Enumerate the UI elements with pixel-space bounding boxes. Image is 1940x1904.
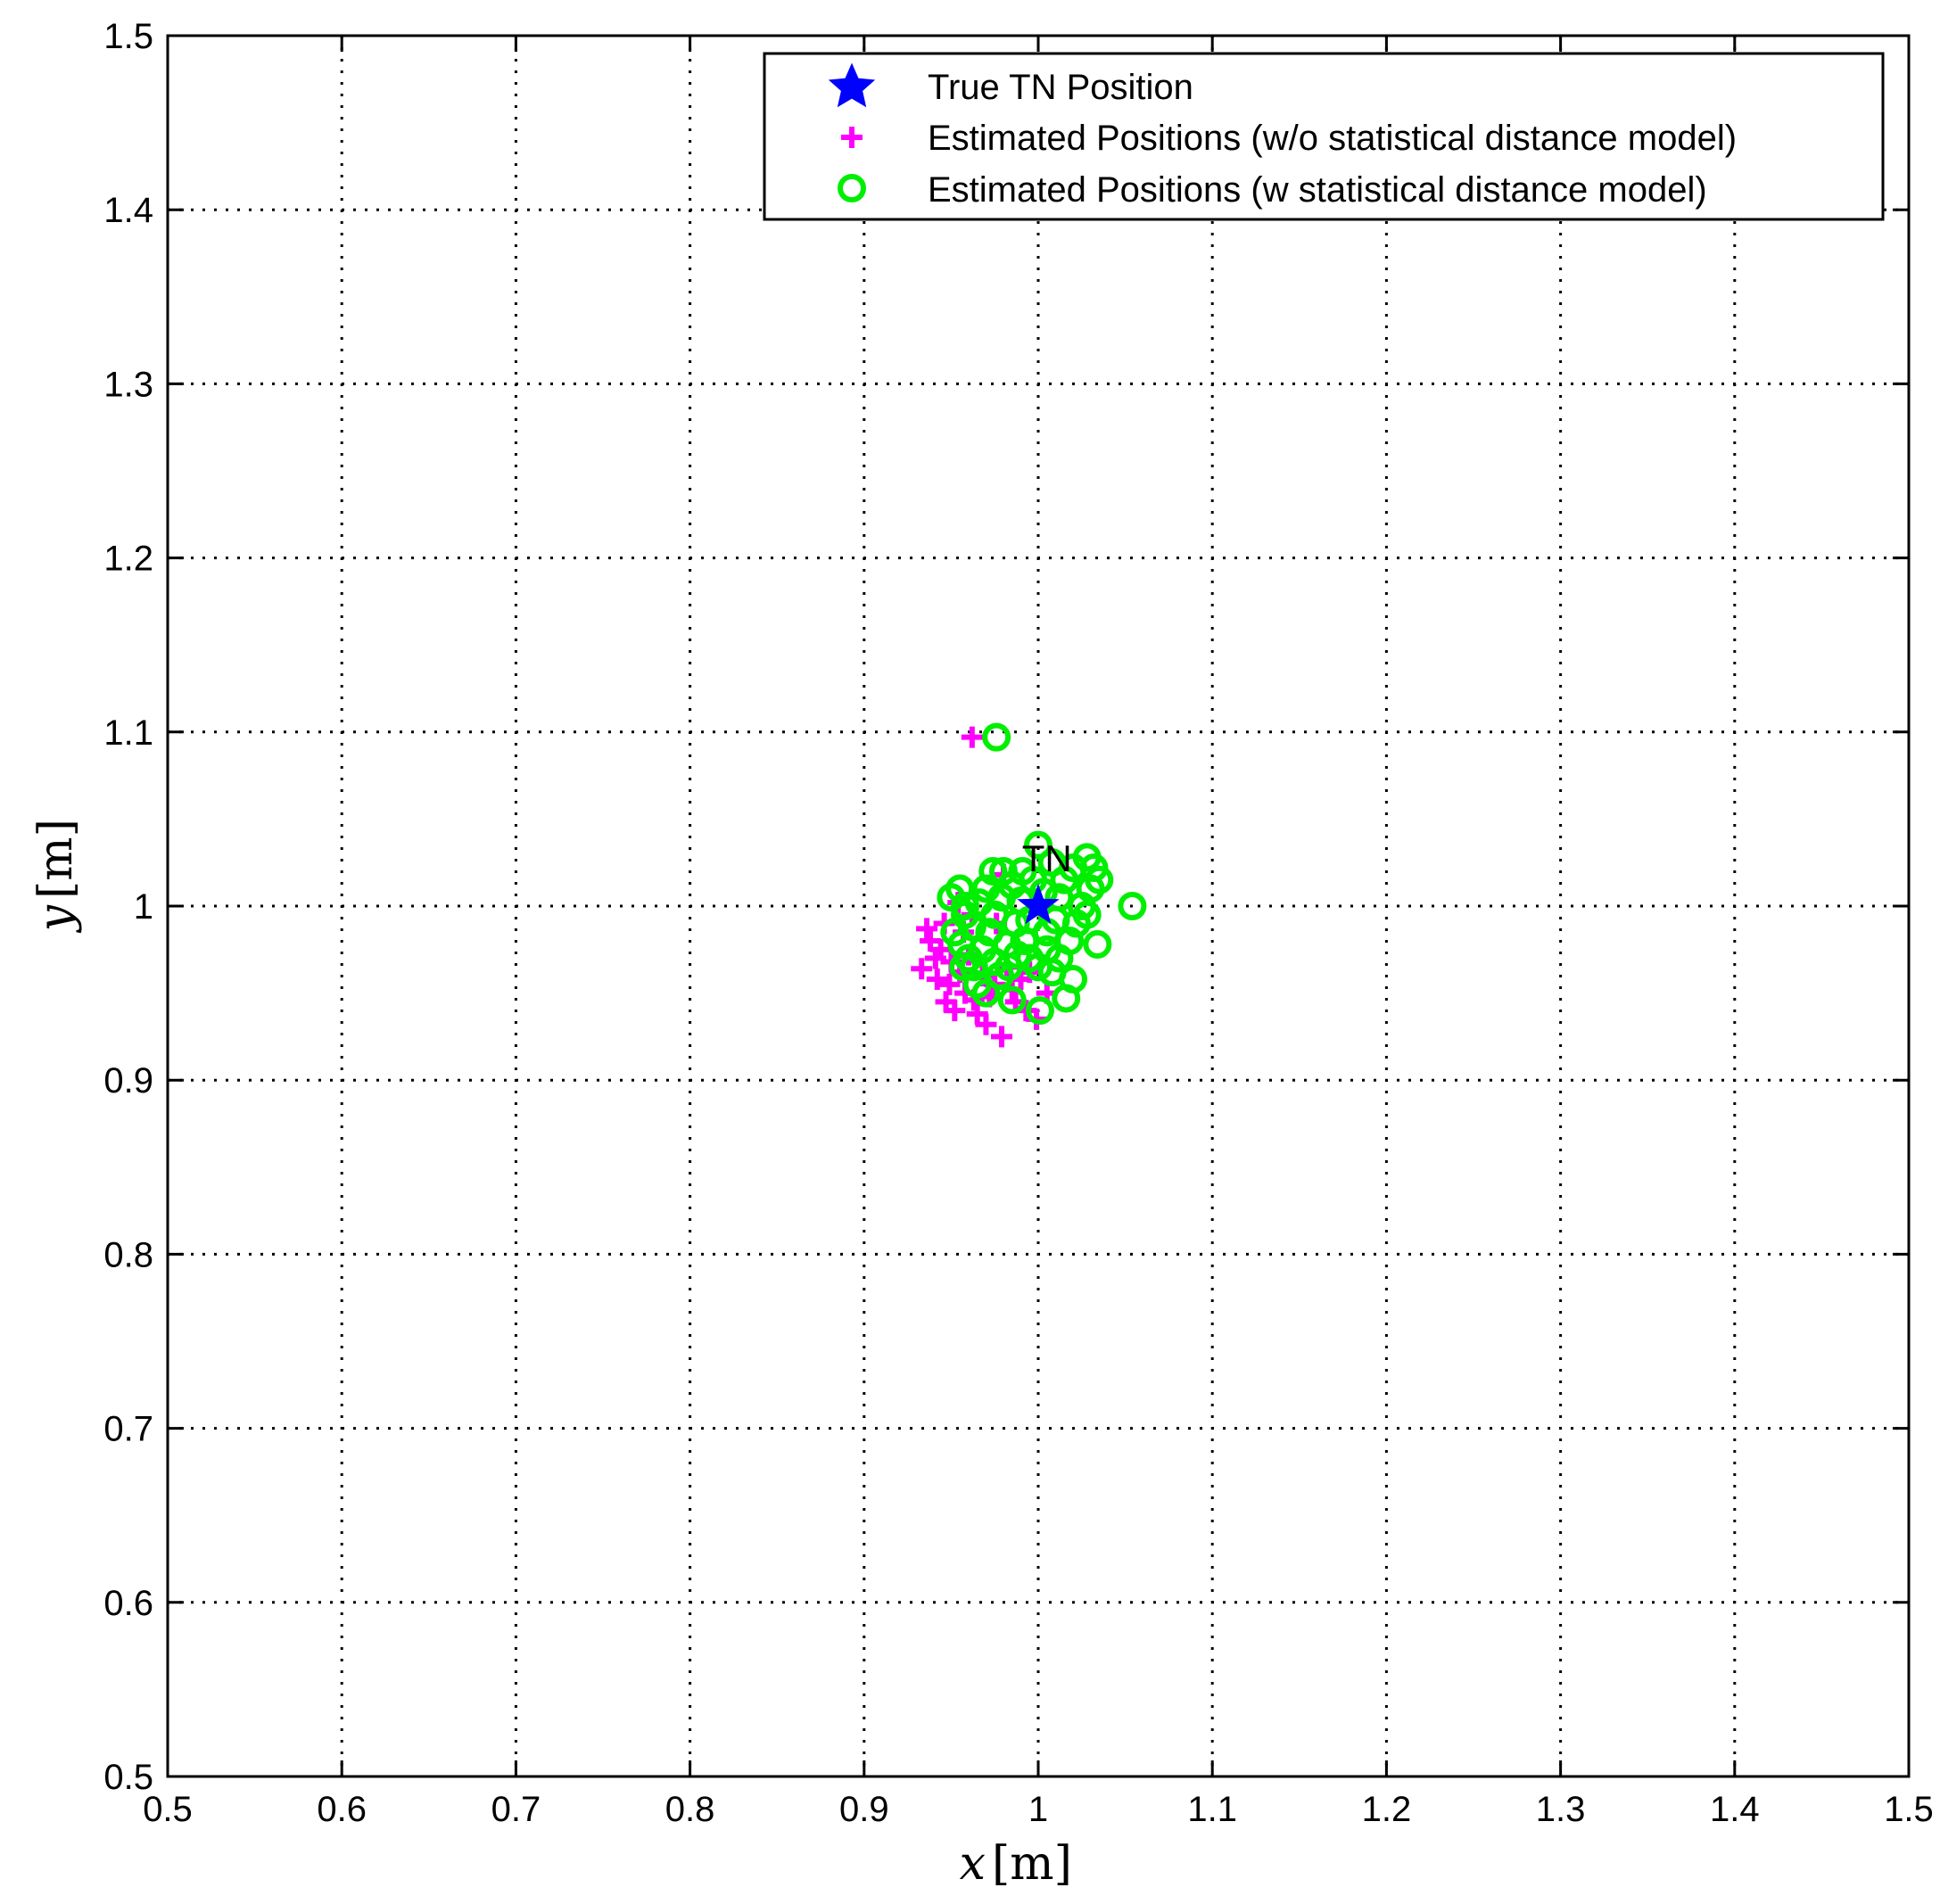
legend-label-estimated-w: Estimated Positions (w statistical dista… (928, 170, 1707, 210)
y-tick-label: 1.1 (103, 713, 153, 753)
circle-point (1024, 830, 1053, 860)
plus-point (991, 1026, 1013, 1048)
x-tick-label: 1.5 (1884, 1790, 1934, 1829)
y-axis-variable: y (29, 904, 83, 933)
y-tick-label: 1.5 (103, 17, 153, 56)
star-point (1017, 884, 1060, 925)
y-tick-label: 0.9 (103, 1061, 153, 1100)
series-true-tn (1017, 884, 1060, 925)
plus-point (919, 930, 941, 952)
legend-label-estimated-wo: Estimated Positions (w/o statistical dis… (928, 119, 1737, 158)
x-axis-label: x [m] (960, 1837, 1072, 1891)
circle-point (986, 961, 1015, 991)
x-axis-unit: [m] (992, 1837, 1072, 1891)
circle-point (1072, 900, 1102, 929)
y-tick-label: 0.8 (103, 1235, 153, 1274)
x-tick-label: 0.8 (665, 1790, 715, 1829)
circle-point (978, 856, 1008, 886)
circle-point (949, 952, 978, 982)
legend: True TN Position Estimated Positions (w/… (763, 52, 1885, 221)
circle-point (971, 978, 1001, 1008)
x-tick-label: 1.3 (1536, 1790, 1586, 1829)
plus-point (911, 958, 933, 980)
circle-point (945, 874, 975, 903)
legend-entry-estimated-wo: Estimated Positions (w/o statistical dis… (841, 119, 1737, 158)
x-tick-label: 0.7 (491, 1790, 541, 1829)
plus-point (961, 726, 983, 748)
y-tick-label: 0.6 (103, 1584, 153, 1623)
x-tick-label: 1.4 (1710, 1790, 1760, 1829)
legend-label-true-tn: True TN Position (928, 68, 1193, 107)
y-axis-label: y [m] (29, 819, 83, 933)
axis-ticks (166, 34, 1911, 1778)
plot-area (911, 722, 1147, 1048)
circle-point (1032, 935, 1061, 964)
y-tick-label: 1.4 (103, 191, 153, 230)
legend-box (763, 52, 1885, 221)
circle-point (1118, 892, 1147, 920)
legend-entry-estimated-w: Estimated Positions (w statistical dista… (838, 170, 1707, 210)
y-tick-label: 0.5 (103, 1758, 153, 1797)
y-tick-label: 0.7 (103, 1410, 153, 1449)
plus-point (966, 1003, 988, 1026)
series-estimated-w (937, 722, 1147, 1026)
circle-point (1037, 848, 1067, 878)
circle-point (997, 985, 1027, 1015)
circle-point (951, 892, 980, 920)
x-axis-variable: x (960, 1837, 986, 1891)
x-tick-label: 1.2 (1362, 1790, 1412, 1829)
circle-point (987, 883, 1017, 912)
y-tick-labels: 0.5 0.6 0.7 0.8 0.9 1 1.1 1.2 1.3 1.4 1.5 (103, 17, 153, 1797)
circle-point (982, 722, 1011, 752)
plus-point (944, 1000, 966, 1022)
x-tick-label: 0.5 (143, 1790, 193, 1829)
circle-point (1083, 929, 1112, 959)
plus-marker-icon (841, 127, 863, 148)
y-axis-unit: [m] (29, 819, 83, 899)
plus-point (926, 968, 948, 990)
x-tick-label: 1.1 (1187, 1790, 1237, 1829)
circle-marker-icon (838, 174, 866, 202)
y-tick-label: 1 (134, 887, 153, 927)
circle-point (1008, 856, 1037, 886)
plus-point (916, 918, 938, 940)
x-tick-label: 0.6 (317, 1790, 367, 1829)
circle-point (992, 929, 1021, 959)
annotation-tn: TN (1022, 837, 1072, 879)
circle-point (1025, 996, 1054, 1026)
star-marker-icon (828, 62, 876, 108)
x-tick-label: 0.9 (839, 1790, 889, 1829)
x-tick-label: 1 (1028, 1790, 1048, 1829)
y-tick-label: 1.2 (103, 540, 153, 579)
y-tick-label: 1.3 (103, 365, 153, 404)
circle-point (1085, 865, 1114, 894)
plus-point (924, 947, 946, 969)
x-tick-labels: 0.5 0.6 0.7 0.8 0.9 1 1.1 1.2 1.3 1.4 1.5 (143, 1790, 1934, 1829)
legend-entry-true-tn: True TN Position (828, 62, 1193, 108)
plus-point (938, 973, 961, 995)
